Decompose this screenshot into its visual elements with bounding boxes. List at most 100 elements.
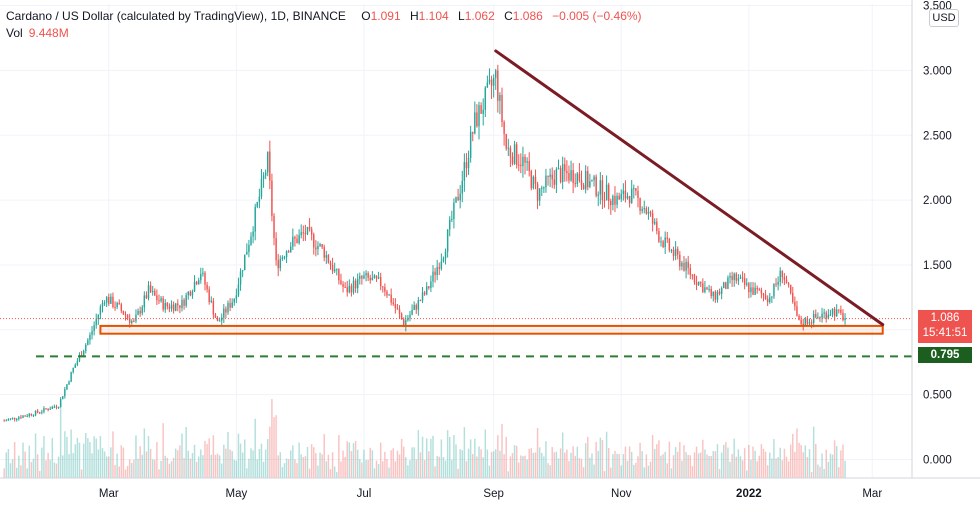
candle-body bbox=[515, 144, 518, 165]
candle-body bbox=[838, 309, 840, 311]
candle-body bbox=[233, 298, 236, 303]
volume-bar bbox=[93, 436, 95, 478]
candle-body bbox=[591, 180, 593, 182]
candle-body bbox=[620, 193, 622, 200]
candle-body bbox=[66, 384, 68, 390]
volume-bar bbox=[501, 423, 503, 478]
candle-body bbox=[72, 367, 74, 373]
volume-bar bbox=[432, 435, 434, 478]
volume-bar bbox=[666, 463, 668, 478]
candle-body bbox=[281, 257, 284, 259]
candle-body bbox=[323, 247, 325, 258]
volume-bar bbox=[476, 456, 478, 478]
volume-bar bbox=[267, 439, 269, 478]
volume-bar bbox=[685, 452, 687, 478]
volume-bar bbox=[461, 450, 464, 478]
volume-bar bbox=[85, 433, 87, 478]
volume-bar bbox=[400, 438, 403, 478]
candle-body bbox=[823, 312, 825, 314]
candle-body bbox=[549, 174, 551, 177]
candle-body bbox=[689, 267, 692, 275]
volume-bar bbox=[490, 451, 493, 478]
candle-body bbox=[499, 95, 501, 101]
candle-body bbox=[438, 267, 440, 269]
volume-bar bbox=[246, 468, 248, 478]
candle-body bbox=[70, 372, 72, 382]
candle-body bbox=[210, 300, 212, 302]
candle-body bbox=[62, 396, 64, 400]
candle-body bbox=[398, 309, 401, 314]
candle-body bbox=[333, 269, 336, 272]
candle-body bbox=[405, 320, 407, 327]
candle-body bbox=[105, 297, 108, 303]
candle-body bbox=[287, 251, 290, 253]
symbol-title[interactable]: Cardano / US Dollar (calculated by Tradi… bbox=[6, 9, 346, 23]
candle-body bbox=[160, 298, 162, 302]
volume-bar bbox=[304, 456, 307, 478]
candle-body bbox=[41, 411, 43, 413]
volume-bar bbox=[725, 442, 727, 478]
candle-body bbox=[536, 183, 539, 201]
volume-bar bbox=[43, 436, 45, 478]
currency-button[interactable]: USD bbox=[929, 9, 959, 27]
candle-body bbox=[183, 299, 185, 306]
volume-bar bbox=[413, 447, 415, 478]
candle-body bbox=[835, 309, 838, 317]
candle-body bbox=[47, 409, 49, 411]
candle-body bbox=[656, 221, 658, 232]
volume-bar bbox=[438, 456, 440, 478]
volume-bar bbox=[693, 452, 696, 478]
candle-body bbox=[465, 162, 468, 169]
volume-bar bbox=[534, 452, 537, 478]
candle-body bbox=[570, 170, 572, 181]
volume-bar bbox=[465, 461, 468, 478]
candle-body bbox=[526, 161, 528, 163]
candle-body bbox=[739, 277, 742, 279]
volume-bar bbox=[603, 471, 606, 478]
candle-body bbox=[616, 195, 618, 205]
candle-body bbox=[185, 295, 187, 306]
volume-bar bbox=[446, 430, 449, 478]
candle-body bbox=[459, 193, 461, 201]
volume-bar bbox=[762, 448, 765, 478]
volume-bar bbox=[787, 461, 790, 478]
volume-bar bbox=[810, 472, 813, 478]
volume-bar bbox=[181, 433, 183, 478]
candle-body bbox=[756, 287, 758, 290]
candle-body bbox=[695, 282, 698, 285]
candle-body bbox=[296, 238, 298, 244]
volume-bar bbox=[492, 451, 495, 478]
candle-body bbox=[518, 164, 520, 166]
volume-bar bbox=[754, 450, 756, 478]
candle-body bbox=[400, 313, 403, 320]
volume-bar bbox=[616, 453, 618, 478]
candle-body bbox=[411, 309, 413, 315]
volume-bar bbox=[379, 442, 382, 478]
volume-bar bbox=[239, 443, 242, 478]
volume-bar bbox=[628, 446, 631, 478]
candle-body bbox=[18, 417, 20, 420]
volume-bar bbox=[639, 442, 641, 478]
volume-bar bbox=[635, 462, 637, 478]
candle-body bbox=[147, 285, 150, 299]
volume-bar bbox=[41, 447, 43, 478]
candle-body bbox=[124, 314, 127, 316]
candle-body bbox=[208, 289, 210, 302]
candle-body bbox=[829, 314, 832, 316]
candle-body bbox=[833, 308, 836, 317]
volume-bar bbox=[95, 438, 97, 478]
candle-body bbox=[166, 302, 169, 307]
candle-body bbox=[22, 415, 24, 418]
support-price-tag: 0.795 bbox=[918, 347, 972, 363]
volume-bar bbox=[566, 449, 568, 478]
candle-body bbox=[817, 316, 819, 318]
volume-bar bbox=[375, 460, 378, 478]
candle-body bbox=[76, 360, 79, 365]
time-axis[interactable]: Mar May Jul Sep Nov 2022 Mar bbox=[0, 477, 980, 500]
candle-body bbox=[348, 285, 351, 293]
price-tick-label: 0.000 bbox=[923, 455, 952, 467]
volume-bar bbox=[467, 448, 470, 478]
candle-body bbox=[794, 301, 796, 307]
